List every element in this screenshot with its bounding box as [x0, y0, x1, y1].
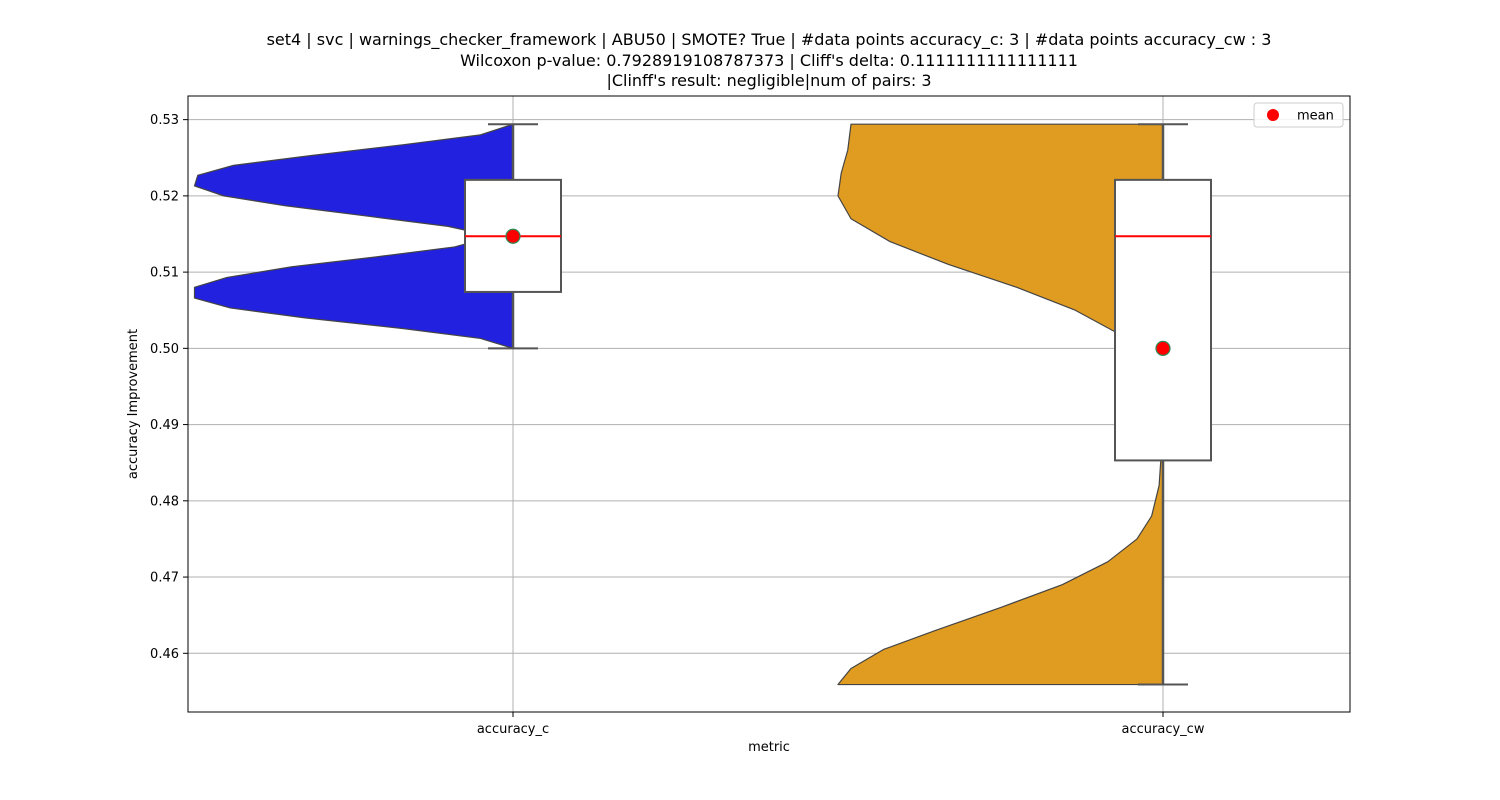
- y-tick-label: 0.52: [150, 189, 179, 204]
- y-tick-label: 0.48: [150, 494, 179, 509]
- axis-ticks: 0.46 0.47 0.48 0.49 0.50 0.51 0.52 0.53 accuracy…: [150, 113, 1205, 737]
- box-accuracy_cw: [1114, 178, 1212, 462]
- x-tick-label: accuracy_c: [477, 722, 549, 737]
- y-tick-label: 0.46: [150, 647, 179, 662]
- plot-frame: [187, 95, 1351, 713]
- title-line-1: set4 | svc | warnings_checker_framework …: [266, 30, 1272, 49]
- legend-label: mean: [1297, 109, 1334, 124]
- y-tick-label: 0.50: [150, 342, 179, 357]
- legend-box: [1253, 102, 1344, 128]
- y-axis-label: accuracy Improvement: [126, 329, 141, 479]
- boxplots: [464, 123, 1212, 686]
- y-tick-label: 0.51: [150, 266, 179, 281]
- chart-title: set4 | svc | warnings_checker_framework …: [0, 30, 1500, 92]
- y-tick-label: 0.49: [150, 418, 179, 433]
- legend-mean-marker: [1267, 109, 1279, 121]
- violins: [193, 123, 1164, 686]
- title-line-3: |Clinff's result: negligible|num of pair…: [606, 71, 932, 90]
- mean-marker: [1155, 340, 1171, 356]
- title-line-2: Wilcoxon p-value: 0.7928919108787373 | C…: [460, 50, 1078, 70]
- legend: mean: [1253, 102, 1344, 128]
- mean-marker: [505, 228, 521, 244]
- x-tick-label: accuracy_cw: [1122, 722, 1205, 737]
- x-axis-label: metric: [748, 740, 790, 755]
- y-tick-label: 0.53: [150, 113, 179, 128]
- y-tick-label: 0.47: [150, 571, 179, 586]
